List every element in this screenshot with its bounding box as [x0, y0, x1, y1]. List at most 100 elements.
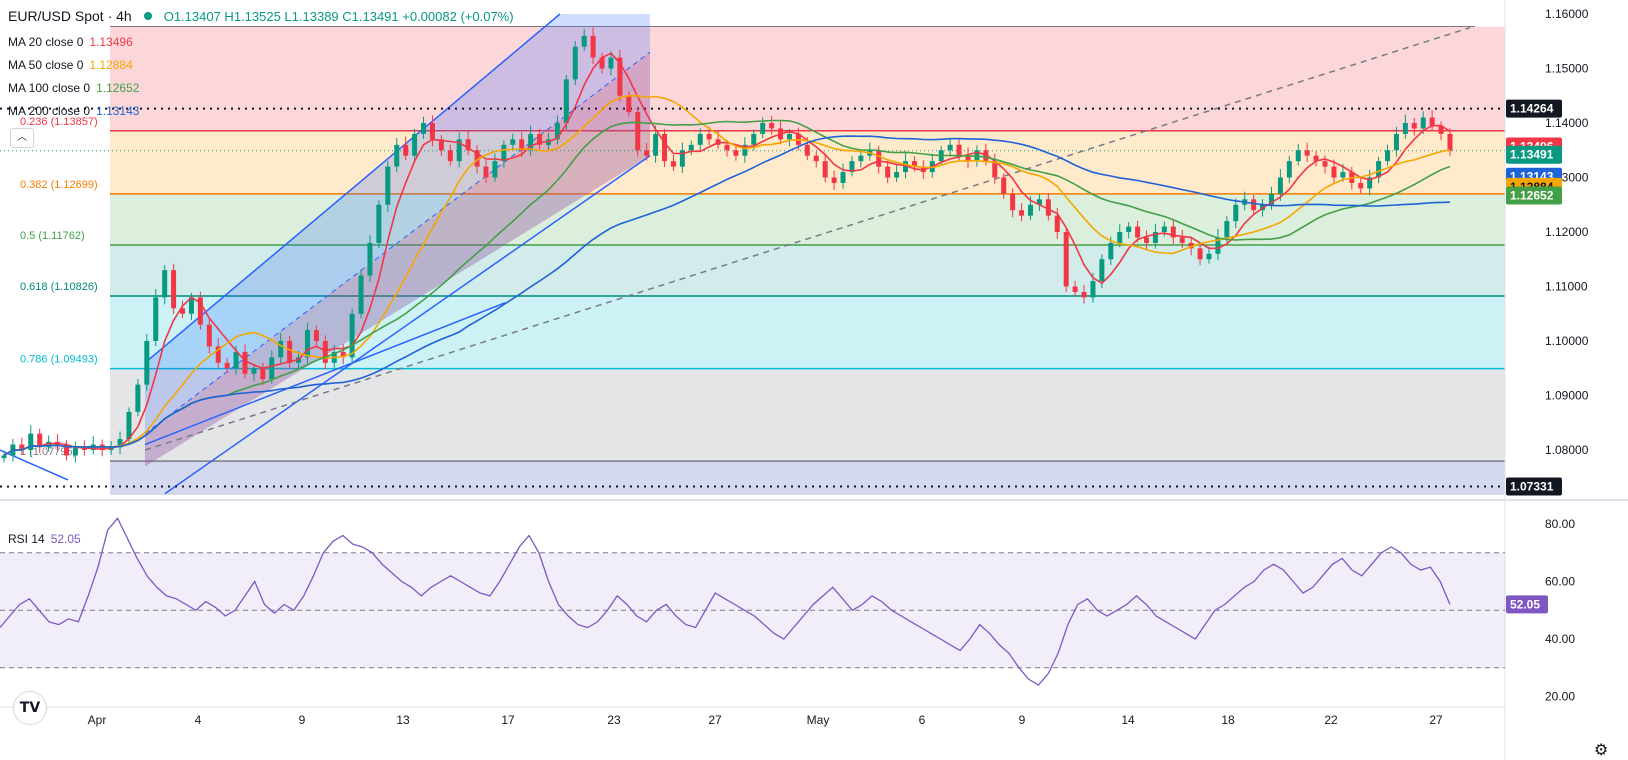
- candle-body: [72, 447, 78, 456]
- rsi-tick-label: 20.00: [1545, 690, 1575, 704]
- candle-body: [349, 313, 355, 358]
- ma20-value: 1.13496: [89, 35, 133, 49]
- x-tick-label: 27: [1429, 713, 1443, 727]
- collapse-chevron-icon[interactable]: ︿: [10, 128, 34, 148]
- candle-body: [1322, 161, 1328, 167]
- fib-band: [110, 26, 1505, 131]
- ma200-label: MA 200 close 0: [8, 104, 91, 118]
- candle-body: [572, 46, 578, 80]
- candle-body: [1295, 150, 1301, 162]
- candle-body: [786, 133, 792, 140]
- candle-body: [1393, 133, 1399, 151]
- ma200-value: 1.13143: [96, 104, 140, 118]
- candle-body: [206, 324, 212, 347]
- tradingview-logo-icon[interactable]: TV: [14, 692, 46, 724]
- rsi-tick-label: 80.00: [1545, 517, 1575, 531]
- candle-body: [1108, 242, 1114, 260]
- price-axis: [1505, 0, 1628, 760]
- candle-body: [108, 447, 114, 450]
- ma100-value: 1.12652: [96, 81, 140, 95]
- x-tick-label: 9: [1019, 713, 1026, 727]
- settings-gear-icon[interactable]: ⚙: [1594, 740, 1609, 759]
- candle-body: [394, 144, 400, 167]
- candle-body: [1447, 133, 1453, 151]
- candle-body: [1286, 161, 1292, 178]
- candle-body: [760, 123, 766, 134]
- candle-body: [242, 351, 248, 374]
- price-tag: [1506, 477, 1562, 496]
- candle-body: [662, 133, 668, 162]
- channel-upper-line: [144, 13, 561, 364]
- candle-body: [215, 346, 221, 363]
- fib-band: [110, 461, 1505, 495]
- candle-body: [1054, 215, 1060, 232]
- price-tag-label: 1.14264: [1510, 102, 1554, 116]
- candle-body: [1224, 221, 1230, 238]
- candle-body: [1045, 199, 1051, 216]
- y-tick-label: 1.15000: [1545, 62, 1589, 76]
- ma20-line: [3, 52, 1451, 457]
- ma50-legend[interactable]: MA 50 close 0 1.12884: [8, 58, 133, 72]
- candle-body: [688, 144, 694, 151]
- candle-body: [983, 150, 989, 162]
- x-tick-label: 23: [607, 713, 621, 727]
- candle-body: [1331, 166, 1337, 178]
- candle-body: [322, 341, 328, 363]
- candle-body: [1036, 199, 1042, 205]
- price-tag: [1506, 186, 1562, 205]
- candle-body: [340, 351, 346, 358]
- x-tick-label: 27: [708, 713, 722, 727]
- candle-body: [1090, 281, 1096, 298]
- price-tag-label: 1.13491: [1510, 148, 1554, 162]
- rsi-line: [0, 517, 1451, 686]
- candle-body: [635, 112, 641, 151]
- candle-body: [171, 270, 177, 309]
- ohlc-readout: O1.13407 H1.13525 L1.13389 C1.13491 +0.0…: [163, 8, 514, 24]
- candle-body: [733, 150, 739, 156]
- candle-body: [501, 144, 507, 162]
- candle-body: [670, 161, 676, 167]
- candle-body: [376, 204, 382, 243]
- candle-body: [1126, 226, 1132, 232]
- candle-body: [1010, 193, 1016, 211]
- rsi-value-tag: [1506, 595, 1548, 614]
- market-status-icon: [143, 12, 152, 20]
- candle-body: [724, 144, 730, 151]
- candle-body: [1170, 226, 1176, 238]
- rsi-value-tag-label: 52.05: [1510, 597, 1540, 611]
- candle-body: [644, 150, 650, 156]
- candle-body: [492, 161, 498, 178]
- candle-body: [1, 455, 7, 459]
- candle-body: [885, 166, 891, 178]
- x-tick-label: May: [807, 713, 830, 727]
- rsi-legend[interactable]: RSI 14 52.05: [8, 532, 81, 546]
- fib-label: 0.236 (1.13857): [20, 116, 98, 128]
- candle-body: [1099, 259, 1105, 282]
- x-tick-label: 9: [299, 713, 306, 727]
- candle-body: [599, 57, 605, 69]
- channel-mid-line: [144, 51, 651, 435]
- x-tick-label: 13: [396, 713, 410, 727]
- symbol-label[interactable]: EUR/USD Spot · 4h: [8, 8, 132, 24]
- fib-label: 0.618 (1.10826): [20, 281, 98, 293]
- candle-body: [1063, 232, 1069, 287]
- candle-body: [81, 447, 87, 450]
- candle-body: [1411, 123, 1417, 129]
- candle-body: [876, 150, 882, 167]
- candle-body: [144, 341, 150, 385]
- y-tick-label: 1.11000: [1545, 280, 1588, 294]
- ma100-legend[interactable]: MA 100 close 0 1.12652: [8, 81, 139, 95]
- ma20-legend[interactable]: MA 20 close 0 1.13496: [8, 35, 133, 49]
- candle-body: [117, 439, 123, 448]
- candle-body: [1135, 226, 1141, 238]
- candle-body: [63, 444, 69, 456]
- candle-body: [1420, 117, 1426, 129]
- candle-body: [653, 133, 659, 156]
- candle-body: [162, 270, 168, 298]
- ma200-legend[interactable]: MA 200 close 0 1.13143: [8, 104, 139, 118]
- candle-body: [1367, 177, 1373, 189]
- candle-body: [188, 297, 194, 314]
- ma100-label: MA 100 close 0: [8, 81, 91, 95]
- candle-body: [1385, 150, 1391, 162]
